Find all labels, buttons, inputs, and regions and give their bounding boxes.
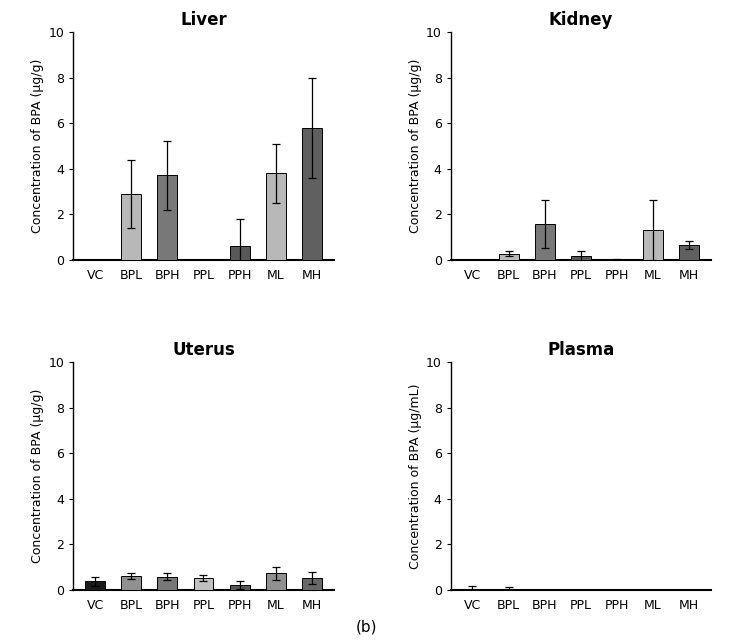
Title: Plasma: Plasma xyxy=(548,341,614,359)
Bar xyxy=(229,246,249,260)
Bar xyxy=(643,230,663,260)
Bar xyxy=(498,254,518,260)
Bar xyxy=(158,576,177,590)
Bar xyxy=(679,245,699,260)
Y-axis label: Concentration of BPA (μg/g): Concentration of BPA (μg/g) xyxy=(32,388,44,563)
Bar xyxy=(302,578,322,590)
Y-axis label: Concentration of BPA (μg/g): Concentration of BPA (μg/g) xyxy=(32,59,44,233)
Bar xyxy=(535,224,555,260)
Title: Kidney: Kidney xyxy=(549,11,613,29)
Y-axis label: Concentration of BPA (μg/mL): Concentration of BPA (μg/mL) xyxy=(409,383,421,569)
Bar xyxy=(266,573,286,590)
Bar xyxy=(121,576,141,590)
Bar xyxy=(194,578,213,590)
Bar xyxy=(229,585,249,590)
Bar xyxy=(121,194,141,260)
Bar xyxy=(85,581,105,590)
Title: Uterus: Uterus xyxy=(172,341,235,359)
Text: (b): (b) xyxy=(356,620,377,635)
Bar xyxy=(158,176,177,260)
Bar xyxy=(571,256,591,260)
Bar xyxy=(302,128,322,260)
Title: Liver: Liver xyxy=(180,11,226,29)
Bar xyxy=(266,173,286,260)
Y-axis label: Concentration of BPA (μg/g): Concentration of BPA (μg/g) xyxy=(409,59,421,233)
